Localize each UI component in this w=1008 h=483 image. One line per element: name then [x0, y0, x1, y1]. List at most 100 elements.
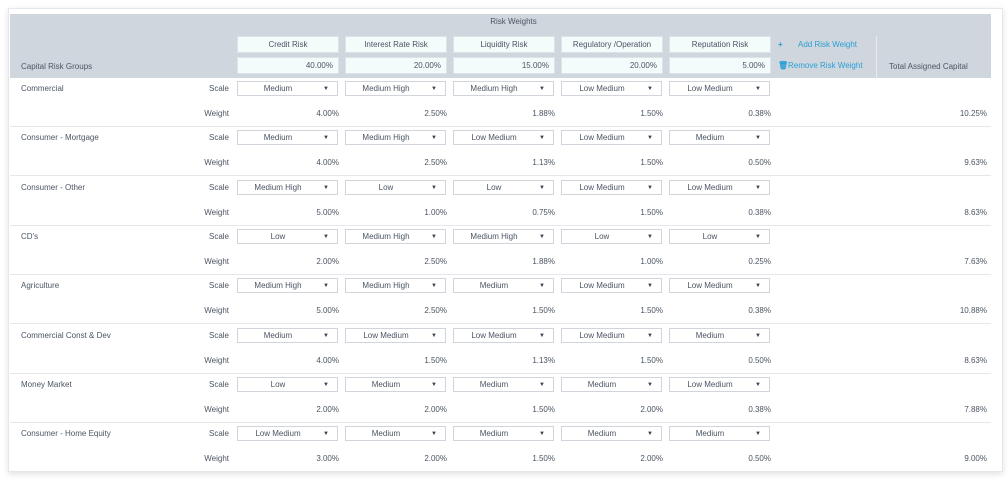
scale-dropdown-value: Low Medium	[687, 281, 733, 290]
weight-value: 1.50%	[532, 405, 555, 414]
scale-dropdown[interactable]: Low Medium ▼	[561, 278, 662, 293]
remove-risk-weight-button[interactable]: 🗑︎Remove Risk Weight	[778, 61, 863, 70]
scale-row-label: Scale	[208, 133, 229, 142]
weight-value: 2.00%	[424, 405, 447, 414]
risk-column-label: Regulatory /Operation	[561, 36, 663, 53]
scale-dropdown[interactable]: Low ▼	[237, 229, 338, 244]
caret-down-icon: ▼	[323, 382, 329, 388]
caret-down-icon: ▼	[647, 431, 653, 437]
scale-dropdown-value: Low Medium	[471, 331, 517, 340]
weight-row-label: Weight	[204, 454, 229, 463]
caret-down-icon: ▼	[539, 135, 545, 141]
scale-dropdown[interactable]: Low ▼	[453, 180, 554, 195]
scale-dropdown[interactable]: Medium ▼	[345, 426, 446, 441]
risk-weight-input[interactable]: 20.00%	[345, 57, 447, 74]
scale-dropdown[interactable]: Medium ▼	[561, 426, 662, 441]
scale-dropdown[interactable]: Medium High ▼	[345, 229, 446, 244]
caret-down-icon: ▼	[539, 185, 545, 191]
weight-row-label: Weight	[204, 257, 229, 266]
caret-down-icon: ▼	[431, 431, 437, 437]
header-divider	[876, 36, 877, 78]
risk-weight-input[interactable]: 20.00%	[561, 57, 663, 74]
weight-row-label: Weight	[204, 208, 229, 217]
scale-dropdown[interactable]: Medium High ▼	[237, 278, 338, 293]
scale-dropdown[interactable]: Medium ▼	[669, 426, 770, 441]
scale-dropdown-value: Low Medium	[579, 331, 625, 340]
scale-dropdown[interactable]: Low Medium ▼	[669, 278, 770, 293]
scale-dropdown[interactable]: Medium High ▼	[345, 278, 446, 293]
scale-dropdown[interactable]: Medium ▼	[669, 328, 770, 343]
caret-down-icon: ▼	[539, 234, 545, 240]
weight-value: 0.38%	[748, 208, 771, 217]
scale-row-label: Scale	[208, 380, 229, 389]
scale-row-label: Scale	[208, 84, 229, 93]
scale-row-label: Scale	[208, 183, 229, 192]
row-divider	[10, 225, 991, 226]
scale-dropdown[interactable]: Low ▼	[669, 229, 770, 244]
scale-dropdown[interactable]: Medium ▼	[237, 328, 338, 343]
weight-value: 4.00%	[316, 158, 339, 167]
scale-dropdown[interactable]: Medium ▼	[453, 278, 554, 293]
scale-dropdown[interactable]: Low Medium ▼	[561, 81, 662, 96]
caret-down-icon: ▼	[647, 382, 653, 388]
scale-dropdown[interactable]: Medium ▼	[237, 130, 338, 145]
risk-weight-input[interactable]: 15.00%	[453, 57, 555, 74]
weight-value: 4.00%	[316, 109, 339, 118]
scale-dropdown-value: Medium	[695, 429, 725, 438]
group-name: Agriculture	[21, 281, 60, 290]
scale-dropdown[interactable]: Low Medium ▼	[237, 426, 338, 441]
risk-weight-input[interactable]: 5.00%	[669, 57, 771, 74]
scale-dropdown-value: Medium High	[470, 232, 518, 241]
scale-dropdown[interactable]: Medium High ▼	[453, 81, 554, 96]
scale-dropdown-value: Low	[486, 183, 502, 192]
scale-dropdown[interactable]: Low Medium ▼	[561, 328, 662, 343]
scale-dropdown[interactable]: Low Medium ▼	[669, 377, 770, 392]
caret-down-icon: ▼	[431, 283, 437, 289]
total-assigned-capital-value: 9.63%	[964, 158, 987, 167]
scale-dropdown[interactable]: Low ▼	[237, 377, 338, 392]
scale-dropdown[interactable]: Low Medium ▼	[345, 328, 446, 343]
scale-dropdown[interactable]: Low Medium ▼	[669, 81, 770, 96]
scale-dropdown[interactable]: Low Medium ▼	[453, 130, 554, 145]
caret-down-icon: ▼	[323, 86, 329, 92]
weight-value: 0.38%	[748, 109, 771, 118]
scale-dropdown[interactable]: Medium ▼	[561, 377, 662, 392]
caret-down-icon: ▼	[323, 283, 329, 289]
scale-dropdown[interactable]: Medium ▼	[669, 130, 770, 145]
caret-down-icon: ▼	[647, 333, 653, 339]
scale-dropdown-value: Medium	[479, 281, 509, 290]
scale-dropdown[interactable]: Medium ▼	[453, 377, 554, 392]
weight-value: 2.50%	[424, 109, 447, 118]
scale-dropdown[interactable]: Medium High ▼	[345, 130, 446, 145]
header-title: Risk Weights	[490, 17, 537, 26]
group-name: Commercial	[21, 84, 64, 93]
risk-weight-input[interactable]: 40.00%	[237, 57, 339, 74]
weight-value: 1.50%	[532, 454, 555, 463]
scale-dropdown[interactable]: Medium ▼	[345, 377, 446, 392]
scale-dropdown[interactable]: Medium High ▼	[237, 180, 338, 195]
weight-value: 1.50%	[640, 356, 663, 365]
add-risk-weight-button[interactable]: + Add Risk Weight	[778, 40, 857, 49]
scale-dropdown-value: Low Medium	[579, 183, 625, 192]
caret-down-icon: ▼	[755, 283, 761, 289]
scale-dropdown[interactable]: Low Medium ▼	[669, 180, 770, 195]
scale-dropdown[interactable]: Low ▼	[345, 180, 446, 195]
scale-dropdown[interactable]: Low Medium ▼	[561, 130, 662, 145]
scale-dropdown-value: Low	[378, 183, 394, 192]
group-name: CD's	[21, 232, 39, 241]
scale-dropdown[interactable]: Medium High ▼	[453, 229, 554, 244]
scale-dropdown[interactable]: Medium ▼	[453, 426, 554, 441]
scale-dropdown-value: Low	[702, 232, 718, 241]
scale-dropdown-value: Low Medium	[579, 133, 625, 142]
weight-value: 3.00%	[316, 454, 339, 463]
scale-dropdown[interactable]: Low Medium ▼	[561, 180, 662, 195]
risk-column-label: Liquidity Risk	[453, 36, 555, 53]
scale-dropdown[interactable]: Medium High ▼	[345, 81, 446, 96]
total-assigned-capital-value: 10.88%	[959, 306, 987, 315]
scale-dropdown[interactable]: Low ▼	[561, 229, 662, 244]
scale-dropdown[interactable]: Medium ▼	[237, 81, 338, 96]
caret-down-icon: ▼	[647, 234, 653, 240]
row-divider	[10, 274, 991, 275]
scale-dropdown[interactable]: Low Medium ▼	[453, 328, 554, 343]
weight-value: 2.00%	[316, 405, 339, 414]
